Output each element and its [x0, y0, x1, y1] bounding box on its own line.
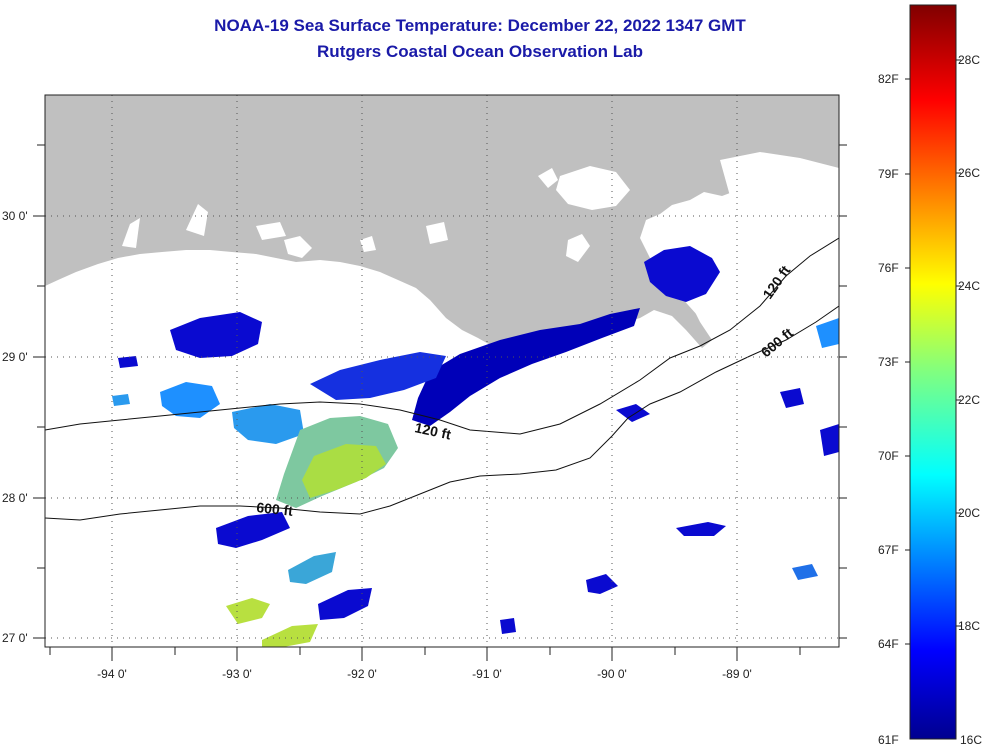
lat-label: 27 0'	[2, 631, 28, 645]
sst-cool-patch	[160, 382, 220, 418]
colorbar-f-label: 82F	[878, 72, 899, 86]
lon-label: -93 0'	[222, 667, 252, 681]
colorbar-c-label: 16C	[960, 733, 983, 747]
colorbar-c-label: 26C	[958, 166, 981, 180]
colorbar-f-label: 67F	[878, 543, 899, 557]
colorbar-f-label: 61F	[878, 733, 899, 747]
plot-frame	[44, 94, 840, 648]
sst-cold-patch	[586, 574, 618, 594]
colorbar-c-label: 20C	[958, 506, 981, 520]
colorbar-c-label: 28C	[958, 53, 981, 67]
lake	[256, 222, 286, 240]
sst-cold-band	[412, 308, 640, 426]
sst-cold-patch	[780, 388, 804, 408]
colorbar-ticks	[905, 59, 961, 645]
contour-label: 120 ft	[413, 419, 452, 442]
sst-cold-patch	[676, 522, 726, 536]
lake	[566, 234, 590, 262]
sst-warm-patch	[262, 624, 318, 647]
lake	[426, 222, 448, 244]
lon-label: -90 0'	[597, 667, 627, 681]
colorbar-f-label: 76F	[878, 261, 899, 275]
sst-cold-patch	[216, 512, 290, 548]
colorbar-f-label: 70F	[878, 449, 899, 463]
lake	[186, 204, 208, 236]
sst-cold-patch	[310, 352, 446, 400]
lake	[360, 236, 376, 252]
sst-cold-patch	[318, 588, 372, 620]
colorbar-c-label: 18C	[958, 619, 981, 633]
lake	[538, 168, 558, 188]
sst-cold-patch	[616, 404, 650, 422]
lon-label: -92 0'	[347, 667, 377, 681]
colorbar-c-label: 22C	[958, 393, 981, 407]
sst-cool-patch	[232, 404, 304, 444]
lat-label: 30 0'	[2, 209, 28, 223]
colorbar	[909, 4, 957, 740]
lat-label: 29 0'	[2, 350, 28, 364]
grid	[45, 95, 839, 647]
lon-label: -94 0'	[97, 667, 127, 681]
sst-cool-patch	[792, 564, 818, 580]
ticks	[33, 144, 847, 661]
lake	[720, 152, 839, 196]
colorbar-f-label: 79F	[878, 167, 899, 181]
sst-cool-patch	[288, 552, 336, 584]
sst-cold-patch	[820, 424, 839, 456]
contour-120ft	[45, 237, 839, 435]
lon-label: -91 0'	[472, 667, 502, 681]
sst-cold-patch	[170, 312, 262, 358]
sst-warm-core	[302, 444, 386, 498]
sst-cold-patch	[118, 356, 138, 368]
map-title: NOAA-19 Sea Surface Temperature: Decembe…	[214, 16, 746, 35]
sst-cool-patch	[816, 318, 839, 348]
sst-cold-patch	[500, 618, 516, 634]
lake	[122, 218, 140, 248]
lake	[556, 166, 630, 210]
lon-label: -89 0'	[722, 667, 752, 681]
contour-label: 600 ft	[256, 499, 294, 519]
colorbar-c-label: 24C	[958, 279, 981, 293]
sst-cold-patch	[644, 246, 720, 302]
lake	[284, 236, 312, 258]
contour-600ft	[45, 305, 839, 521]
colorbar-f-label: 64F	[878, 637, 899, 651]
lat-label: 28 0'	[2, 491, 28, 505]
sst-cool-patch	[112, 394, 130, 406]
map-subtitle: Rutgers Coastal Ocean Observation Lab	[317, 42, 643, 61]
colorbar-f-label: 73F	[878, 355, 899, 369]
